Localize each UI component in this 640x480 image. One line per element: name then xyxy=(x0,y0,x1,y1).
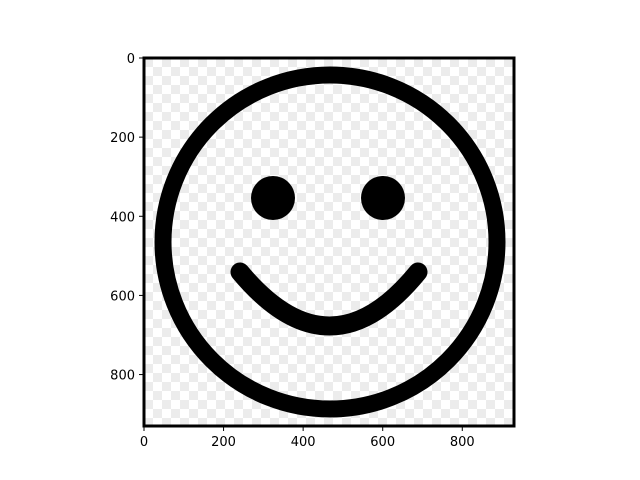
y-tick-label: 800 xyxy=(110,369,135,384)
x-tick-label: 800 xyxy=(450,435,475,450)
mouth xyxy=(230,262,428,336)
left-eye xyxy=(251,176,295,220)
y-axis: 0 200 400 600 800 xyxy=(110,52,144,384)
y-tick-label: 0 xyxy=(127,52,135,67)
right-eye xyxy=(361,176,405,220)
y-tick-label: 600 xyxy=(110,289,135,304)
x-axis: 0 200 400 600 800 xyxy=(140,426,475,450)
x-tick-label: 0 xyxy=(140,435,148,450)
x-tick-label: 600 xyxy=(370,435,395,450)
y-tick-label: 400 xyxy=(110,210,135,225)
axes-frame xyxy=(142,56,516,428)
face-outline xyxy=(154,66,506,418)
x-tick-label: 400 xyxy=(291,435,316,450)
smiley-face-image xyxy=(154,66,506,418)
x-tick-label: 200 xyxy=(211,435,236,450)
y-tick-label: 200 xyxy=(110,131,135,146)
image-background xyxy=(144,58,514,426)
